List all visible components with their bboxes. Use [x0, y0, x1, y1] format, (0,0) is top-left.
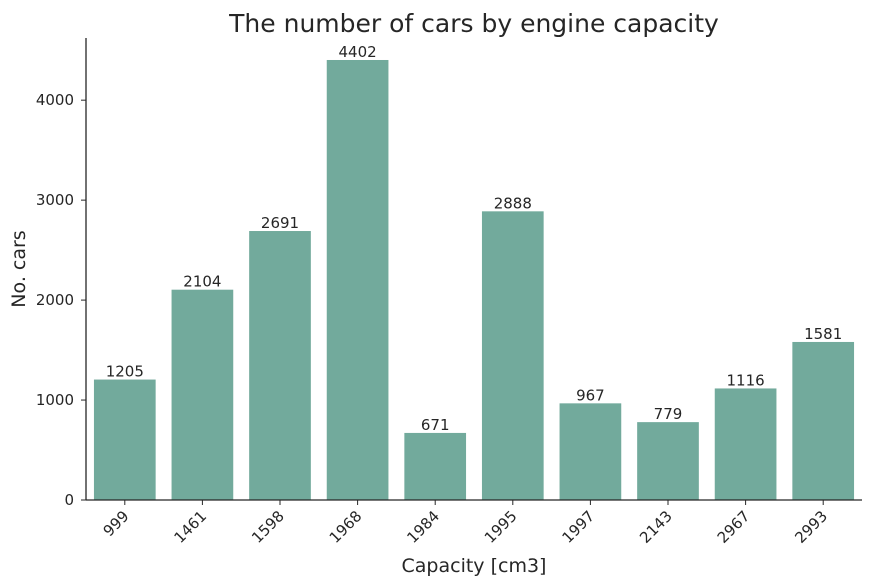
- x-tick-label-2143: 2143: [636, 507, 676, 547]
- value-label-2993: 1581: [804, 325, 842, 343]
- x-tick-label-1995: 1995: [481, 507, 521, 547]
- x-tick-label-1461: 1461: [170, 507, 210, 547]
- y-tick-label-0: 0: [64, 491, 74, 509]
- value-label-999: 1205: [106, 363, 144, 381]
- bar-2143: [637, 422, 699, 500]
- x-ticks-group: 999 1461 1598 1968 1984 1995 1997 2143 2967 2993: [100, 500, 831, 547]
- bar-1968: [326, 59, 389, 500]
- value-label-1997: 967: [576, 386, 605, 404]
- x-tick-label-1598: 1598: [248, 507, 288, 547]
- x-tick-label-1997: 1997: [558, 507, 598, 547]
- value-label-1598: 2691: [261, 214, 299, 232]
- x-tick-label-2967: 2967: [714, 507, 754, 547]
- value-label-1984: 671: [421, 416, 450, 434]
- x-tick-label-2993: 2993: [791, 507, 831, 547]
- y-axis-label: No. cars: [8, 230, 30, 307]
- y-tick-label-3000: 3000: [36, 191, 74, 209]
- bar-1997: [559, 403, 622, 500]
- y-tick-label-1000: 1000: [36, 391, 74, 409]
- bar-1995: [481, 211, 544, 501]
- value-label-1461: 2104: [183, 273, 221, 291]
- x-axis-label: Capacity [cm3]: [402, 555, 547, 577]
- bar-2993: [792, 341, 855, 500]
- bar-999: [93, 379, 156, 500]
- x-tick-label-999: 999: [100, 507, 133, 540]
- value-label-1968: 4402: [339, 43, 377, 61]
- value-labels-group: 1205 2104 2691 4402 671 2888 967 779 1116 1581: [106, 43, 843, 434]
- bar-2967: [714, 388, 777, 500]
- bar-1598: [249, 231, 311, 500]
- x-tick-label-1984: 1984: [403, 507, 443, 547]
- bar-1984: [404, 432, 467, 500]
- value-label-2967: 1116: [727, 371, 765, 389]
- y-tick-label-4000: 4000: [36, 91, 74, 109]
- chart-title: The number of cars by engine capacity: [228, 9, 719, 38]
- value-label-2143: 779: [654, 405, 683, 423]
- bar-1461: [171, 289, 234, 500]
- y-tick-label-2000: 2000: [36, 291, 74, 309]
- y-ticks-group: 0 1000 2000 3000 4000: [36, 91, 86, 509]
- value-label-1995: 2888: [494, 194, 532, 212]
- x-tick-label-1968: 1968: [326, 507, 366, 547]
- bars-group: [93, 59, 855, 501]
